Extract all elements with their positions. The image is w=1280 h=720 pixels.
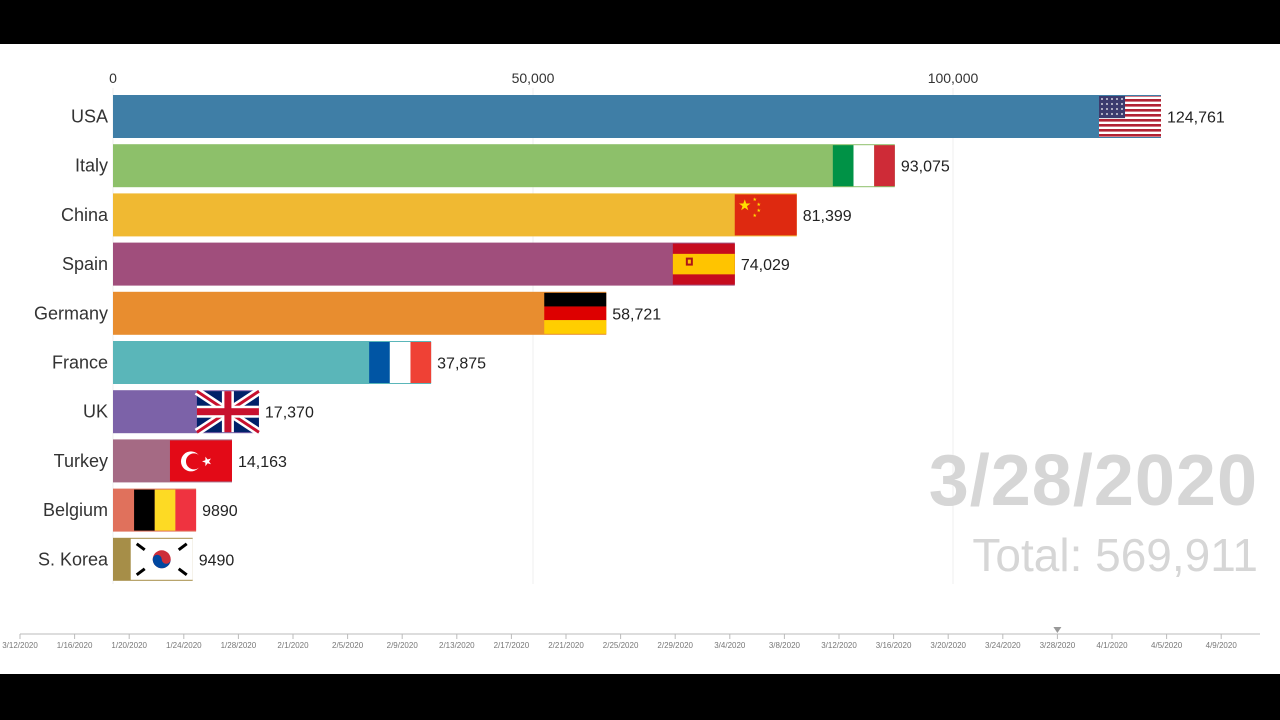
- timeline-date-label[interactable]: 1/16/2020: [57, 641, 93, 650]
- turkey-flag: [169, 440, 232, 482]
- category-label: France: [52, 353, 108, 373]
- current-date-display: 3/28/2020: [928, 441, 1258, 521]
- timeline-date-label[interactable]: 2/25/2020: [603, 641, 639, 650]
- timeline-date-label[interactable]: 2/21/2020: [548, 641, 584, 650]
- value-label: 58,721: [612, 306, 661, 323]
- value-label: 9890: [202, 503, 238, 520]
- category-label: China: [61, 205, 109, 225]
- bar: [113, 242, 735, 286]
- value-label: 17,370: [265, 405, 314, 422]
- timeline-date-label[interactable]: 2/1/2020: [277, 641, 309, 650]
- value-label: 14,163: [238, 454, 287, 471]
- category-label: Italy: [75, 156, 108, 176]
- x-axis: 0 50,000 100,000: [109, 70, 978, 86]
- timeline-date-label[interactable]: 3/8/2020: [769, 641, 801, 650]
- value-label: 124,761: [1167, 110, 1225, 127]
- category-label: Turkey: [54, 451, 108, 471]
- category-label: UK: [83, 402, 108, 422]
- value-label: 93,075: [901, 159, 950, 176]
- value-label: 81,399: [803, 208, 852, 225]
- timeline-date-label[interactable]: 3/4/2020: [714, 641, 746, 650]
- italy-flag: [832, 145, 895, 187]
- category-label: S. Korea: [38, 549, 109, 569]
- value-label: 9490: [199, 552, 235, 569]
- timeline-handle[interactable]: [1053, 627, 1062, 633]
- bar: [113, 95, 1161, 138]
- bar: [113, 291, 607, 335]
- belgium-flag: [134, 489, 197, 531]
- bar-chart-race: 0 50,000 100,000 USA 124,761 Italy 93,075 Chin…: [2, 70, 1260, 650]
- timeline-date-label[interactable]: 3/16/2020: [876, 641, 912, 650]
- timeline-date-label[interactable]: 3/24/2020: [985, 641, 1021, 650]
- timeline-date-label[interactable]: 3/12/2020: [821, 641, 857, 650]
- timeline-date-label[interactable]: 4/9/2020: [1206, 641, 1238, 650]
- timeline-date-label[interactable]: 2/13/2020: [439, 641, 475, 650]
- france-flag: [369, 342, 432, 383]
- bars: USA 124,761 Italy 93,075 China 81,399 Spain 74,…: [34, 95, 1225, 581]
- uk-flag: [194, 387, 262, 436]
- bar: [113, 144, 895, 188]
- value-label: 74,029: [741, 257, 790, 274]
- x-tick-label: 0: [109, 70, 117, 86]
- timeline-date-label[interactable]: 4/1/2020: [1096, 641, 1128, 650]
- timeline-date-label[interactable]: 2/17/2020: [494, 641, 530, 650]
- timeline-slider[interactable]: 3/12/2020 1/16/2020 1/20/2020 1/24/2020 1/28…: [2, 627, 1260, 650]
- china-flag: [734, 194, 797, 236]
- x-tick-label: 50,000: [512, 70, 555, 86]
- timeline-date-label[interactable]: 1/20/2020: [111, 641, 147, 650]
- south-korea-flag: [130, 538, 193, 580]
- bar: [113, 193, 797, 237]
- chart-frame: 0 50,000 100,000 USA 124,761 Italy 93,075 Chin…: [0, 44, 1280, 674]
- timeline-date-label[interactable]: 1/24/2020: [166, 641, 202, 650]
- category-label: Belgium: [43, 500, 108, 520]
- timeline-date-label[interactable]: 3/12/2020: [2, 641, 38, 650]
- timeline-date-label[interactable]: 2/5/2020: [332, 641, 364, 650]
- category-label: USA: [71, 107, 108, 127]
- category-label: Spain: [62, 254, 108, 274]
- usa-flag: [1098, 96, 1161, 137]
- value-label: 37,875: [437, 356, 486, 373]
- category-label: Germany: [34, 303, 108, 323]
- timeline-date-label[interactable]: 2/29/2020: [657, 641, 693, 650]
- germany-flag: [544, 292, 607, 334]
- timeline-date-label[interactable]: 3/28/2020: [1040, 641, 1076, 650]
- timeline-date-label[interactable]: 2/9/2020: [387, 641, 419, 650]
- timeline-date-label[interactable]: 1/28/2020: [221, 641, 257, 650]
- spain-flag: [672, 243, 735, 285]
- x-tick-label: 100,000: [928, 70, 979, 86]
- timeline-date-label[interactable]: 4/5/2020: [1151, 641, 1183, 650]
- timeline-date-label[interactable]: 3/20/2020: [930, 641, 966, 650]
- total-count-display: Total: 569,911: [972, 529, 1258, 581]
